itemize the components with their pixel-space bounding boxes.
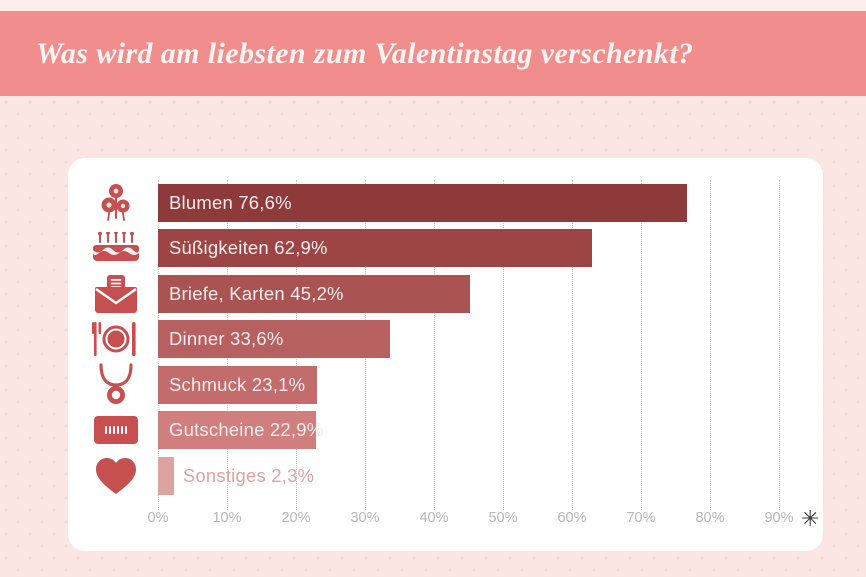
bar-row[interactable]: Briefe, Karten 45,2%: [68, 271, 823, 316]
x-axis-tick-label: 10%: [212, 510, 242, 526]
bar[interactable]: Gutscheine 22,9%: [158, 411, 323, 449]
bar-row[interactable]: Schmuck 23,1%: [68, 362, 823, 407]
bar[interactable]: Sonstiges 2,3%: [158, 456, 314, 495]
asterisk-annotation-icon: ✳: [801, 506, 820, 531]
x-axis-tick-label: 40%: [419, 510, 449, 526]
bar-chart-plot-area: Blumen 76,6% Süßigkeiten 62,9% Briefe, K…: [68, 158, 823, 551]
envelope-icon: [90, 272, 142, 316]
background-top-strip: [0, 0, 866, 11]
necklace-icon: [90, 362, 142, 407]
x-axis-tick-label: 30%: [350, 510, 380, 526]
x-axis-tick-label: 60%: [557, 510, 587, 526]
gridline-80pct: [710, 180, 711, 510]
bar[interactable]: Blumen 76,6%: [158, 183, 687, 222]
x-axis-tick-label: 50%: [488, 510, 518, 526]
bar[interactable]: Briefe, Karten 45,2%: [158, 274, 470, 313]
x-axis-tick-label: 0%: [147, 510, 169, 526]
bar-value-label: Süßigkeiten 62,9%: [169, 237, 328, 258]
bar-value-label: Blumen 76,6%: [169, 191, 292, 213]
bar-row[interactable]: Blumen 76,6%: [68, 180, 823, 225]
gridline-50pct: [503, 180, 504, 510]
bar-value-label: Briefe, Karten 45,2%: [169, 282, 344, 304]
x-axis: ✳ 0% 10% 20% 30% 40% 50% 60% 70% 80% 90%: [68, 506, 823, 540]
x-axis-tick-label: 90%: [764, 510, 794, 526]
gridline-60pct: [572, 180, 573, 510]
heart-icon: [90, 454, 142, 498]
bar-value-label: Schmuck 23,1%: [169, 373, 306, 395]
roses-icon: [90, 181, 142, 225]
gridline-70pct: [641, 180, 642, 510]
dinner-plate-icon: [90, 317, 142, 361]
bar-row[interactable]: Gutscheine 22,9%: [68, 408, 823, 453]
chart-card: Blumen 76,6% Süßigkeiten 62,9% Briefe, K…: [68, 158, 823, 551]
bar-value-label: Sonstiges 2,3%: [182, 464, 315, 486]
page-title: Was wird am liebsten zum Valentinstag ve…: [36, 36, 694, 70]
voucher-card-icon: [90, 408, 142, 452]
bar-value-label: Dinner 33,6%: [169, 328, 284, 349]
bar[interactable]: Süßigkeiten 62,9%: [158, 229, 592, 267]
bar[interactable]: Dinner 33,6%: [158, 320, 390, 358]
header-banner: Was wird am liebsten zum Valentinstag ve…: [0, 11, 866, 96]
x-axis-tick-label: 70%: [626, 510, 656, 526]
x-axis-tick-label: 80%: [695, 510, 725, 526]
bar-row[interactable]: Süßigkeiten 62,9%: [68, 226, 823, 271]
gridline-40pct: [434, 180, 435, 510]
bar-row[interactable]: Sonstiges 2,3%: [68, 453, 823, 498]
x-axis-tick-label: 20%: [281, 510, 311, 526]
bar[interactable]: Schmuck 23,1%: [158, 365, 318, 404]
gridline-90pct: [779, 180, 780, 510]
bar-row[interactable]: Dinner 33,6%: [68, 317, 823, 362]
bar-value-label: Gutscheine 22,9%: [169, 419, 324, 440]
cake-icon: [90, 226, 142, 270]
